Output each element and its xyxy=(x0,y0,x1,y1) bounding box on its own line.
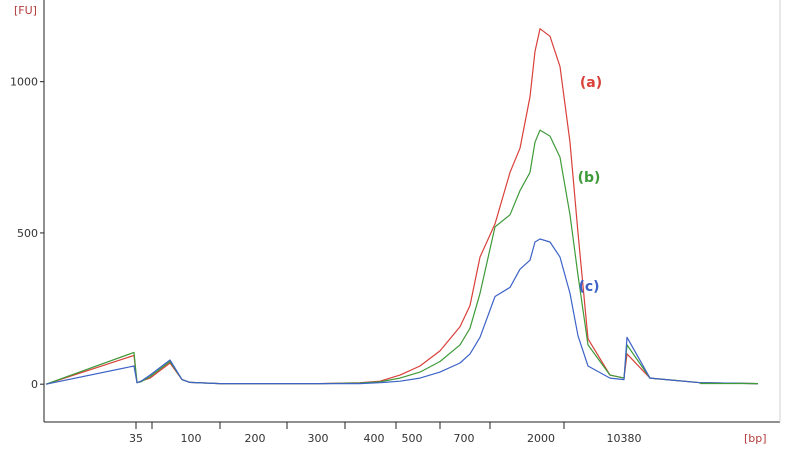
y-tick-label: 500 xyxy=(17,227,38,240)
x-tick-label: 500 xyxy=(402,432,423,445)
series-labels: (a) (b) (c) xyxy=(578,75,603,295)
series-label-b: (b) xyxy=(578,170,601,186)
series-label-a: (a) xyxy=(580,75,602,91)
y-axis-unit-label: [FU] xyxy=(14,4,37,17)
x-tick-label: 2000 xyxy=(527,432,555,445)
plot-frame xyxy=(43,0,781,423)
y-tick-label: 1000 xyxy=(10,76,38,89)
series-line-c xyxy=(45,238,759,385)
y-tick-label: 0 xyxy=(31,378,38,391)
x-tick-label: 100 xyxy=(181,432,202,445)
x-tick-label: 700 xyxy=(454,432,475,445)
x-tick-label: 400 xyxy=(364,432,385,445)
x-tick-label: 35 xyxy=(129,432,143,445)
plot-background xyxy=(44,0,780,422)
series-lines xyxy=(45,28,759,385)
series-label-c: (c) xyxy=(578,279,599,295)
x-tick-label: 10380 xyxy=(607,432,642,445)
x-axis-unit-label: [bp] xyxy=(744,432,767,445)
x-axis-ticks: 35 100 200 300 400 500 700 2000 10380 xyxy=(129,422,642,445)
x-tick-label: 200 xyxy=(245,432,266,445)
y-axis-ticks: 0 500 1000 xyxy=(10,76,44,391)
x-tick-label: 300 xyxy=(308,432,329,445)
